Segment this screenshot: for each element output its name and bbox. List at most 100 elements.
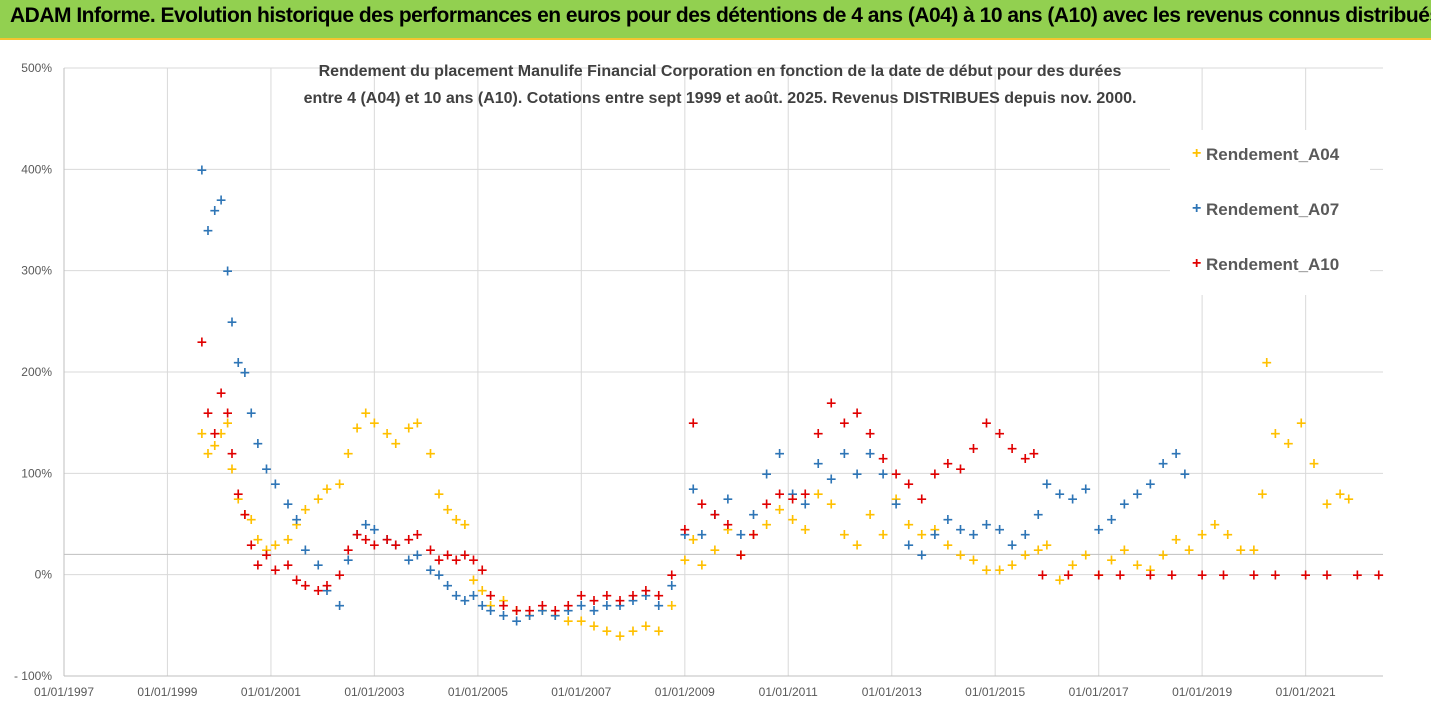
- point-rendement-a04-96: +: [1269, 426, 1281, 442]
- x-tick-label-1: 01/01/1999: [137, 685, 197, 699]
- y-tick-label-3: 200%: [21, 365, 52, 379]
- point-rendement-a10-53: +: [735, 547, 747, 563]
- point-rendement-a10-38: +: [549, 603, 561, 619]
- point-rendement-a04-29: +: [450, 512, 462, 528]
- point-rendement-a04-54: +: [748, 527, 760, 543]
- point-rendement-a04-1: +: [202, 446, 214, 462]
- point-rendement-a07-60: +: [825, 471, 837, 487]
- point-rendement-a04-88: +: [1183, 542, 1195, 558]
- point-rendement-a07-13: +: [291, 512, 303, 528]
- point-rendement-a04-102: +: [1343, 492, 1355, 508]
- chart-title-line-2: entre 4 (A04) et 10 ans (A10). Cotations…: [303, 90, 1137, 107]
- point-rendement-a07-14: +: [299, 542, 311, 558]
- point-rendement-a04-10: +: [261, 542, 273, 558]
- point-rendement-a04-33: +: [485, 598, 497, 614]
- chart-title: Rendement du placement Manulife Financia…: [250, 58, 1190, 112]
- point-rendement-a10-17: +: [334, 568, 346, 584]
- point-rendement-a10-8: +: [245, 537, 257, 553]
- point-rendement-a04-67: +: [916, 527, 928, 543]
- point-rendement-a04-70: +: [955, 547, 967, 563]
- point-rendement-a04-36: +: [524, 608, 536, 624]
- point-rendement-a04-16: +: [321, 482, 333, 498]
- point-rendement-a07-73: +: [994, 522, 1006, 538]
- point-rendement-a04-9: +: [252, 532, 264, 548]
- legend-item-a10: + Rendement_A10: [1192, 255, 1339, 275]
- point-rendement-a10-43: +: [614, 593, 626, 609]
- series-rendement-a10: ++++++++++++ +++ +++++++ ++ +++++++++++ + + + + +…: [196, 335, 1385, 620]
- point-rendement-a04-31: +: [468, 573, 480, 589]
- chart-grid: [63, 67, 1383, 677]
- point-rendement-a07-69: +: [942, 512, 954, 528]
- point-rendement-a04-80: +: [1080, 547, 1092, 563]
- point-rendement-a07-87: +: [1170, 446, 1182, 462]
- point-rendement-a07-41: +: [588, 603, 600, 619]
- point-rendement-a10-55: +: [761, 497, 773, 513]
- point-rendement-a07-44: +: [627, 593, 639, 609]
- point-rendement-a04-23: +: [390, 436, 402, 452]
- x-tick-label-3: 01/01/2003: [344, 685, 404, 699]
- point-rendement-a04-97: +: [1283, 436, 1295, 452]
- point-rendement-a07-83: +: [1118, 497, 1130, 513]
- point-rendement-a07-62: +: [851, 466, 863, 482]
- point-rendement-a10-62: +: [851, 406, 863, 422]
- point-rendement-a07-19: +: [351, 527, 363, 543]
- point-rendement-a10-39: +: [562, 598, 574, 614]
- point-rendement-a04-95: +: [1261, 355, 1273, 371]
- point-rendement-a07-70: +: [955, 522, 967, 538]
- point-rendement-a07-85: +: [1145, 476, 1157, 492]
- point-rendement-a07-16: +: [321, 583, 333, 599]
- point-rendement-a10-83: +: [1196, 568, 1208, 584]
- point-rendement-a04-41: +: [588, 618, 600, 634]
- point-rendement-a07-86: +: [1157, 456, 1169, 472]
- point-rendement-a04-63: +: [864, 507, 876, 523]
- point-rendement-a10-56: +: [774, 487, 786, 503]
- point-rendement-a04-66: +: [903, 517, 915, 533]
- point-rendement-a10-33: +: [485, 588, 497, 604]
- point-rendement-a04-56: +: [774, 502, 786, 518]
- point-rendement-a10-80: +: [1114, 568, 1126, 584]
- point-rendement-a10-35: +: [511, 603, 523, 619]
- point-rendement-a07-48: +: [679, 527, 691, 543]
- point-rendement-a07-39: +: [562, 603, 574, 619]
- point-rendement-a10-79: +: [1093, 568, 1105, 584]
- point-rendement-a04-55: +: [761, 517, 773, 533]
- point-rendement-a07-58: +: [799, 497, 811, 513]
- point-rendement-a04-12: +: [282, 532, 294, 548]
- point-rendement-a07-2: +: [209, 203, 221, 219]
- point-rendement-a10-31: +: [468, 552, 480, 568]
- point-rendement-a07-31: +: [468, 588, 480, 604]
- point-rendement-a07-52: +: [722, 492, 734, 508]
- point-rendement-a04-59: +: [812, 487, 824, 503]
- point-rendement-a07-5: +: [226, 314, 238, 330]
- point-rendement-a04-49: +: [687, 532, 699, 548]
- chart-legend: + Rendement_A04 + Rendement_A07 + Rendem…: [1170, 130, 1370, 295]
- point-rendement-a07-36: +: [524, 608, 536, 624]
- point-rendement-a10-88: +: [1321, 568, 1333, 584]
- point-rendement-a07-9: +: [252, 436, 264, 452]
- point-rendement-a04-27: +: [433, 487, 445, 503]
- point-rendement-a10-21: +: [368, 537, 380, 553]
- point-rendement-a10-76: +: [1028, 446, 1040, 462]
- point-rendement-a04-87: +: [1170, 532, 1182, 548]
- point-rendement-a10-90: +: [1373, 568, 1385, 584]
- point-rendement-a07-56: +: [774, 446, 786, 462]
- point-rendement-a04-0: +: [196, 426, 208, 442]
- point-rendement-a04-43: +: [614, 628, 626, 644]
- point-rendement-a04-60: +: [825, 497, 837, 513]
- point-rendement-a04-69: +: [942, 537, 954, 553]
- point-rendement-a10-22: +: [381, 532, 393, 548]
- x-tick-label-12: 01/01/2021: [1276, 685, 1336, 699]
- point-rendement-a04-7: +: [239, 507, 251, 523]
- point-rendement-a07-67: +: [916, 547, 928, 563]
- legend-label-a07: Rendement_A07: [1206, 200, 1340, 219]
- point-rendement-a10-49: +: [687, 416, 699, 432]
- point-rendement-a10-5: +: [226, 446, 238, 462]
- point-rendement-a04-79: +: [1067, 558, 1079, 574]
- point-rendement-a07-17: +: [334, 598, 346, 614]
- point-rendement-a10-9: +: [252, 558, 264, 574]
- point-rendement-a07-75: +: [1019, 527, 1031, 543]
- point-rendement-a07-1: +: [202, 223, 214, 239]
- point-rendement-a07-57: +: [787, 487, 799, 503]
- point-rendement-a07-38: +: [549, 608, 561, 624]
- y-axis-ticks: 500% 400% 300% 200% 100% 0% - 100%: [14, 61, 52, 683]
